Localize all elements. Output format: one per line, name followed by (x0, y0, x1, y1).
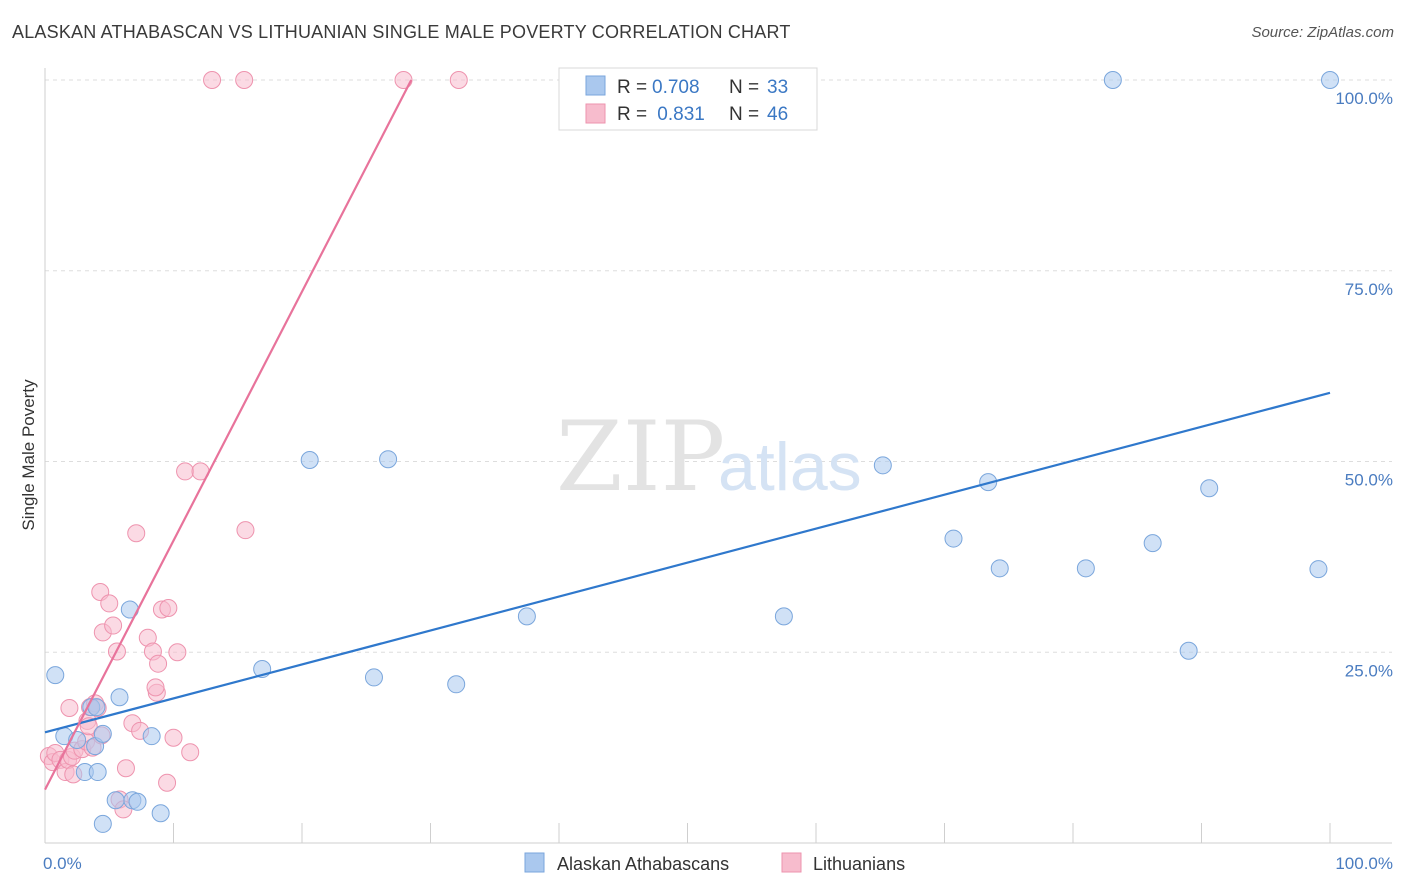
point-alaskan-athabascans-11 (110, 688, 129, 707)
legend-swatch-blue (585, 75, 606, 96)
point-lithuanians-21 (100, 594, 119, 613)
y-axis-title: Single Male Poverty (19, 379, 38, 531)
point-alaskan-athabascans-34 (1321, 71, 1339, 89)
x-tick-label-0: 0.0% (43, 854, 82, 873)
correlation-legend: R = 0.708 N = 33 R = 0.831 N = 46 (558, 67, 818, 131)
watermark-zip: ZIP (556, 401, 725, 513)
point-alaskan-athabascans-33 (1103, 71, 1122, 89)
y-tick-label-25: 25.0% (1345, 661, 1393, 680)
point-lithuanians-36 (149, 654, 168, 673)
chart-title: ALASKAN ATHABASCAN VS LITHUANIAN SINGLE … (12, 22, 791, 42)
trendline-lithuanians (44, 79, 413, 791)
point-alaskan-athabascans-0 (46, 666, 65, 685)
source-label: Source: ZipAtlas.com (1251, 24, 1394, 41)
point-alaskan-athabascans-14 (151, 804, 170, 823)
legend-n-value-2: 46 (767, 104, 788, 125)
legend-n-label-2: N = (729, 104, 759, 125)
legend-n-label-1: N = (729, 77, 759, 98)
point-lithuanians-40 (181, 743, 200, 762)
point-alaskan-athabascans-10 (106, 791, 125, 810)
bottom-legend-swatch-blue (524, 852, 545, 873)
point-lithuanians-45 (235, 71, 254, 89)
point-alaskan-athabascans-24 (873, 456, 892, 475)
point-lithuanians-38 (168, 643, 187, 662)
point-alaskan-athabascans-18 (300, 450, 319, 469)
point-alaskan-athabascans-30 (1179, 641, 1198, 660)
point-lithuanians-35 (146, 678, 165, 697)
grid-lines (45, 79, 1392, 653)
point-alaskan-athabascans-7 (93, 724, 112, 743)
point-alaskan-athabascans-27 (990, 559, 1009, 578)
x-tick-label-100: 100.0% (1335, 854, 1393, 873)
watermark-atlas: atlas (718, 429, 862, 505)
point-lithuanians-30 (116, 759, 135, 778)
point-alaskan-athabascans-28 (1076, 559, 1095, 578)
point-alaskan-athabascans-13 (93, 814, 112, 833)
point-alaskan-athabascans-21 (447, 675, 466, 694)
watermark: ZIP atlas (556, 401, 862, 513)
y-tick-label-100: 100.0% (1335, 89, 1393, 108)
trendline-alaskan-athabascans (44, 391, 1331, 734)
point-alaskan-athabascans-15 (128, 792, 147, 811)
bottom-legend-label-2: Lithuanians (813, 854, 905, 874)
legend-n-value-1: 33 (767, 77, 788, 98)
point-alaskan-athabascans-32 (1309, 560, 1328, 579)
y-tick-labels: 25.0% 50.0% 75.0% 100.0% (1335, 89, 1393, 680)
point-alaskan-athabascans-29 (1143, 534, 1162, 553)
point-alaskan-athabascans-8 (142, 727, 161, 746)
point-lithuanians-37 (158, 773, 177, 792)
legend-r-label-2: R = (617, 104, 647, 125)
point-lithuanians-6 (60, 698, 79, 717)
bottom-legend-swatch-pink (781, 852, 802, 873)
point-alaskan-athabascans-23 (774, 607, 793, 626)
point-lithuanians-47 (449, 71, 468, 89)
axes (44, 68, 1392, 844)
point-lithuanians-44 (203, 71, 222, 89)
bottom-legend-label-1: Alaskan Athabascans (557, 854, 729, 874)
point-lithuanians-34 (159, 598, 178, 617)
point-lithuanians-39 (164, 728, 183, 747)
point-alaskan-athabascans-9 (88, 763, 107, 782)
point-lithuanians-22 (104, 616, 123, 635)
legend-r-value-1: 0.708 (652, 77, 700, 98)
trendlines (44, 79, 1331, 791)
point-alaskan-athabascans-19 (364, 668, 383, 687)
point-alaskan-athabascans-22 (517, 607, 536, 626)
series-legend: Alaskan Athabascans Lithuanians (524, 852, 905, 874)
legend-r-value-2: 0.831 (652, 104, 705, 125)
x-tick-labels: 0.0% 100.0% (43, 854, 1393, 873)
point-lithuanians-43 (236, 521, 255, 540)
point-lithuanians-27 (127, 524, 146, 543)
point-alaskan-athabascans-31 (1200, 479, 1219, 498)
point-alaskan-athabascans-20 (379, 450, 398, 469)
y-tick-label-50: 50.0% (1345, 471, 1393, 490)
y-tick-label-75: 75.0% (1345, 280, 1393, 299)
legend-r-label-1: R = (617, 77, 647, 98)
point-lithuanians-41 (176, 462, 195, 481)
legend-swatch-pink (585, 103, 606, 124)
point-lithuanians-46 (394, 71, 413, 89)
point-alaskan-athabascans-25 (944, 529, 963, 548)
